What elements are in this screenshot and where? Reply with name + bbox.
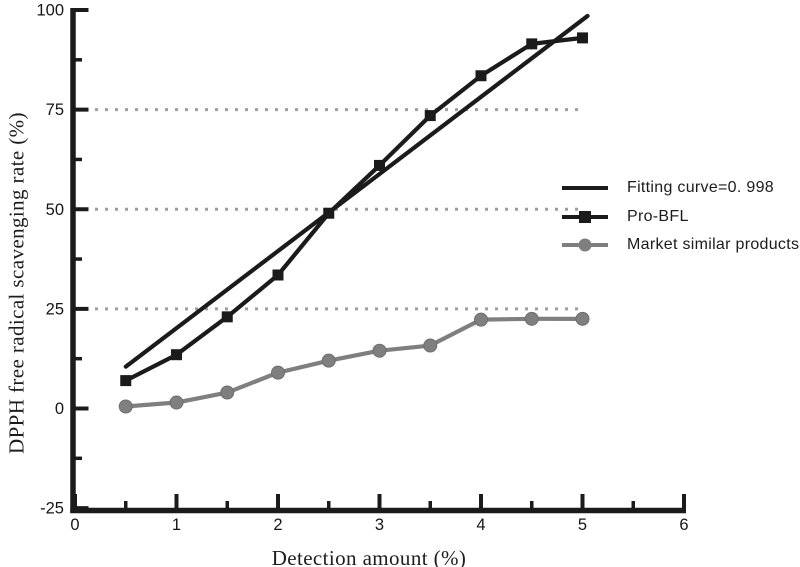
x-tick-label-2: 2 bbox=[273, 516, 282, 534]
x-axis-title: Detection amount (%) bbox=[271, 546, 467, 567]
legend-label-market-similar: Market similar products bbox=[627, 236, 800, 254]
fitting-curve-0-998-series bbox=[123, 13, 590, 369]
legend-item-market-similar: Market similar products bbox=[562, 231, 799, 260]
fitting-curve-line-swatch bbox=[562, 180, 608, 196]
x-tick-label-1: 1 bbox=[172, 516, 181, 534]
legend-item-pro-bfl: Pro-BFL bbox=[562, 203, 799, 232]
y-tick-label-50: 50 bbox=[46, 201, 64, 219]
y-tick-label-75: 75 bbox=[46, 101, 64, 119]
x-tick-label-6: 6 bbox=[679, 516, 688, 534]
tick-labels: 0 1 2 3 4 5 6 -25 0 25 50 75 100 bbox=[36, 2, 688, 535]
legend-item-fitting-curve: Fitting curve=0. 998 bbox=[562, 174, 799, 203]
x-tick-label-0: 0 bbox=[70, 516, 79, 534]
x-tick-label-4: 4 bbox=[476, 516, 485, 534]
axes bbox=[70, 8, 686, 514]
y-tick-label-0: 0 bbox=[55, 400, 64, 418]
legend-label-pro-bfl: Pro-BFL bbox=[627, 207, 689, 225]
legend-label-fitting-curve: Fitting curve=0. 998 bbox=[627, 179, 774, 197]
x-tick-label-3: 3 bbox=[375, 516, 384, 534]
market-similar-circle-swatch bbox=[562, 237, 608, 253]
y-tick-label-100: 100 bbox=[36, 2, 64, 20]
y-tick-label-25: 25 bbox=[46, 300, 64, 318]
x-tick-label-5: 5 bbox=[578, 516, 587, 534]
y-axis-title: DPPH free radical scavenging rate (%) bbox=[4, 112, 29, 454]
pro-bfl-series bbox=[120, 32, 588, 387]
legend: Fitting curve=0. 998 Pro-BFL Market simi… bbox=[562, 174, 799, 260]
y-tick-label--25: -25 bbox=[40, 500, 64, 518]
pro-bfl-square-swatch bbox=[562, 209, 608, 225]
market-similar-products-series bbox=[118, 311, 590, 414]
